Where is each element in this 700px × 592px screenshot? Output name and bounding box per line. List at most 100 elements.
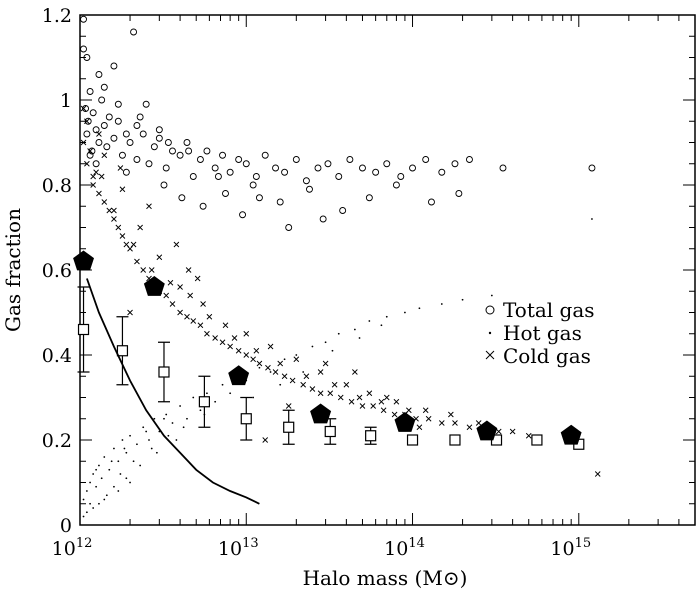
hot-gas-point: [103, 498, 106, 501]
total-gas-point: [92, 126, 100, 134]
cold-gas-point: [80, 139, 87, 146]
cold-gas-point: [383, 394, 390, 401]
total-gas-point: [249, 181, 257, 189]
total-gas-point: [252, 173, 260, 180]
total-gas-point: [98, 96, 106, 104]
hot-gas-point: [311, 345, 314, 348]
hot-gas-point: [129, 481, 131, 484]
hot-gas-point: [206, 392, 208, 395]
cold-gas-point: [309, 386, 316, 392]
cold-gas-point: [289, 377, 296, 384]
cold-gas-point: [184, 313, 190, 320]
cold-gas-point: [219, 339, 226, 346]
cold-gas-point: [509, 428, 516, 435]
hot-gas-point: [368, 320, 371, 322]
x-tick-label: 1012: [52, 536, 93, 560]
total-gas-point: [372, 168, 380, 176]
total-gas-point: [82, 105, 90, 112]
total-gas-point: [155, 134, 163, 142]
total-gas-point: [199, 202, 207, 210]
cold-gas-point: [331, 381, 338, 388]
hot-gas-point: [490, 294, 493, 297]
hot-gas-point: [324, 341, 327, 344]
cold-gas-point: [106, 207, 113, 214]
hot-gas-point: [113, 485, 115, 488]
hot-gas-point: [108, 468, 111, 471]
y-tick-labels: 0 0.2 0.4 0.6 0.8 1 1.2: [42, 5, 72, 537]
hot-gas-point: [142, 426, 145, 429]
binned-mean-square: [198, 396, 210, 408]
hot-gas-point: [214, 400, 217, 403]
cold-gas-point: [200, 301, 206, 307]
cold-gas-point: [475, 420, 482, 426]
total-gas-point: [133, 122, 141, 129]
total-gas-point: [178, 194, 186, 202]
pentagon-point: [143, 276, 165, 296]
pentagon-point: [228, 365, 250, 386]
total-gas-point: [235, 156, 243, 163]
cold-gas-point: [212, 335, 218, 341]
cold-gas-point: [425, 415, 432, 422]
cold-gas-point: [197, 322, 204, 329]
cold-gas-point: [343, 381, 350, 388]
hot-gas-point: [182, 426, 185, 429]
total-gas-point: [222, 190, 229, 197]
hot-gas-point: [283, 358, 286, 361]
hot-gas-point: [418, 307, 421, 310]
cold-gas-point: [272, 369, 279, 375]
cold-gas-point: [231, 335, 238, 341]
cold-gas-point: [87, 148, 93, 154]
hot-gas-point: [103, 456, 106, 458]
total-gas-point: [88, 147, 96, 155]
total-gas-point: [451, 160, 459, 168]
total-gas-point: [409, 164, 416, 172]
cold-gas-point: [190, 318, 197, 324]
hot-gas-point: [121, 439, 124, 441]
hot-gas-point: [125, 451, 128, 454]
cold-gas-point: [194, 275, 201, 282]
cold-gas-point: [206, 313, 213, 320]
legend-marker-hot-gas: [488, 331, 492, 335]
hot-gas-point: [591, 218, 593, 220]
total-gas-point: [324, 160, 332, 168]
total-gas-point: [114, 117, 122, 125]
legend-marker-cold-gas: [485, 350, 495, 360]
total-gas-point: [302, 177, 310, 185]
total-gas-point: [281, 168, 289, 176]
hot-gas-point: [295, 354, 298, 356]
total-gas-point: [183, 139, 191, 146]
hot-gas-point: [85, 511, 88, 514]
hot-gas-point: [175, 439, 178, 441]
cold-gas-point: [317, 390, 324, 397]
total-gas-point: [169, 147, 176, 155]
total-gas-point: [176, 151, 184, 159]
cold-gas-point: [163, 292, 170, 299]
cold-gas-point: [594, 471, 601, 477]
cold-gas-point: [90, 182, 96, 188]
total-gas-point: [359, 164, 366, 172]
total-gas-point: [397, 173, 405, 180]
hot-gas-point: [85, 490, 88, 492]
cold-gas-point: [127, 309, 133, 316]
hot-gas-point: [132, 460, 135, 463]
hot-gas-point: [100, 477, 103, 480]
cold-gas-point: [98, 173, 105, 180]
hot-gas-point: [440, 303, 443, 305]
cold-gas-point: [337, 394, 344, 401]
hot-gas-point: [82, 498, 85, 501]
cold-gas-point: [438, 420, 445, 426]
hot-gas-point: [380, 324, 383, 327]
binned-mean-square: [158, 366, 170, 378]
cold-gas-point: [293, 356, 300, 363]
hot-gas-point: [331, 349, 334, 352]
cold-gas-point: [101, 199, 108, 205]
hot-gas-point: [150, 447, 153, 450]
hot-gas-point: [148, 439, 150, 441]
cold-gas-point: [253, 347, 260, 354]
cold-gas-point: [366, 390, 373, 397]
pentagon-point: [560, 424, 582, 445]
total-gas-point: [86, 88, 94, 95]
hot-gas-point: [163, 417, 165, 420]
cold-gas-point: [169, 301, 176, 307]
cold-gas-point: [204, 330, 210, 337]
